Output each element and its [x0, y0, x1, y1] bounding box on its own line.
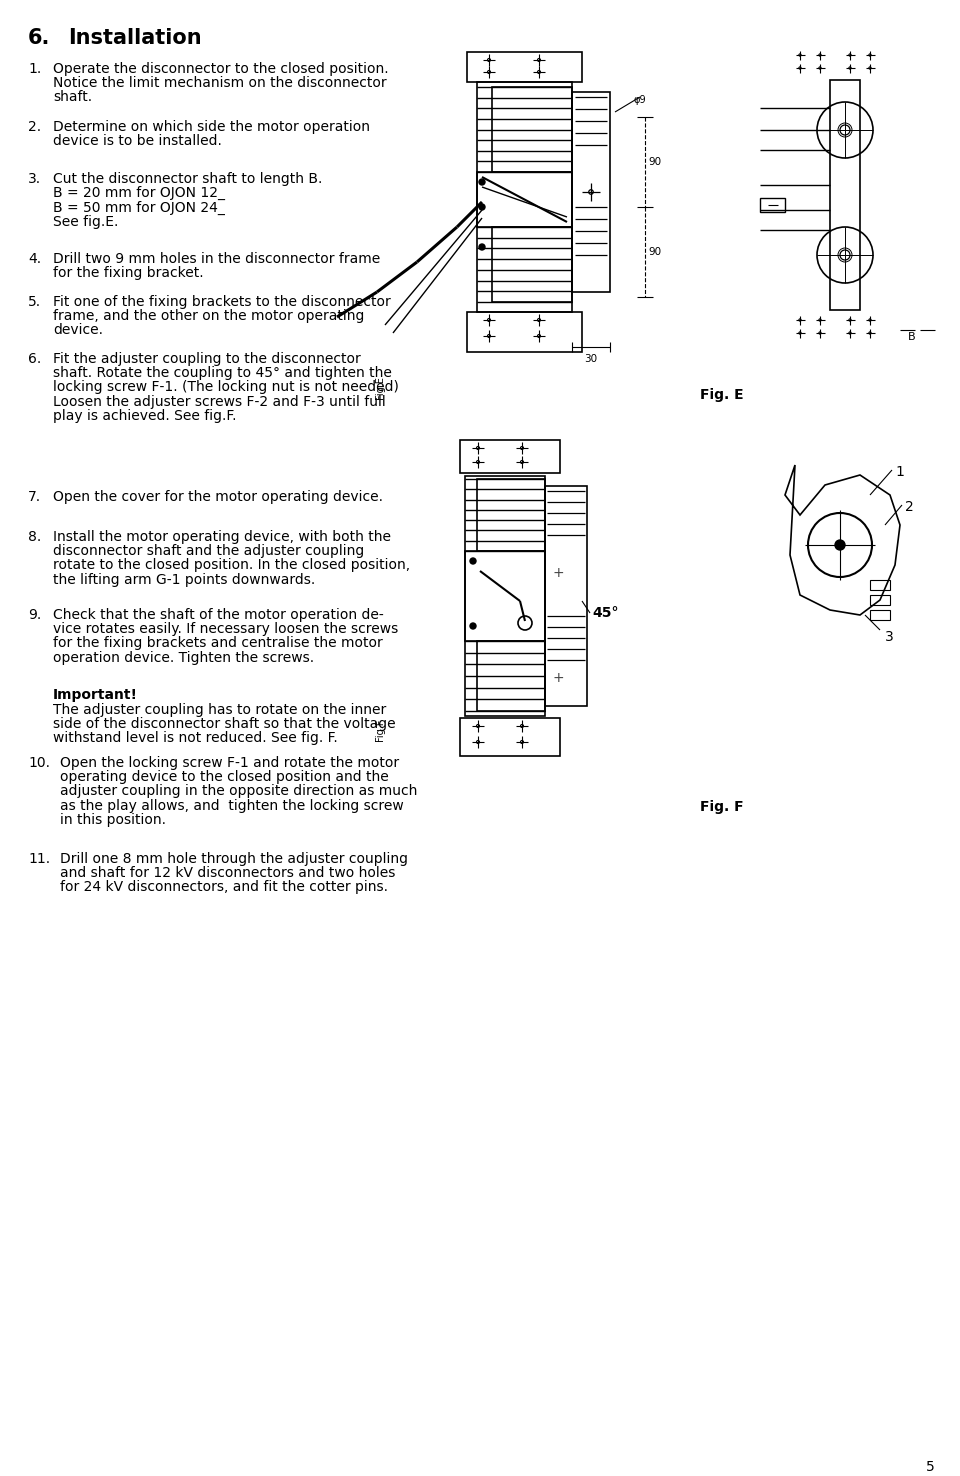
- Bar: [465, 551, 545, 641]
- Bar: [870, 580, 890, 590]
- Text: 5: 5: [926, 1460, 935, 1475]
- Text: 30: 30: [585, 354, 597, 365]
- Bar: [460, 440, 560, 472]
- Text: adjuster coupling in the opposite direction as much: adjuster coupling in the opposite direct…: [60, 784, 418, 799]
- Text: 4.: 4.: [28, 252, 41, 266]
- Text: Fig. E: Fig. E: [700, 388, 744, 401]
- Text: Notice the limit mechanism on the disconnector: Notice the limit mechanism on the discon…: [53, 77, 387, 90]
- Text: shaft. Rotate the coupling to 45° and tighten the: shaft. Rotate the coupling to 45° and ti…: [53, 366, 392, 381]
- Bar: [870, 595, 890, 605]
- Text: Fit the adjuster coupling to the disconnector: Fit the adjuster coupling to the disconn…: [53, 351, 361, 366]
- Text: 45°: 45°: [592, 607, 618, 620]
- Bar: [465, 475, 545, 716]
- Text: Drill one 8 mm hole through the adjuster coupling: Drill one 8 mm hole through the adjuster…: [60, 852, 408, 866]
- Bar: [492, 227, 572, 303]
- Text: 9.: 9.: [28, 608, 41, 621]
- Text: Drill two 9 mm holes in the disconnector frame: Drill two 9 mm holes in the disconnector…: [53, 252, 380, 266]
- Text: 1.: 1.: [28, 62, 41, 75]
- Text: B = 50 mm for OJON 24_: B = 50 mm for OJON 24_: [53, 201, 225, 214]
- Text: Loosen the adjuster screws F-2 and F-3 until full: Loosen the adjuster screws F-2 and F-3 u…: [53, 394, 386, 409]
- Text: shaft.: shaft.: [53, 90, 92, 105]
- Text: 10.: 10.: [28, 756, 50, 770]
- Text: Operate the disconnector to the closed position.: Operate the disconnector to the closed p…: [53, 62, 389, 75]
- Text: Check that the shaft of the motor operation de-: Check that the shaft of the motor operat…: [53, 608, 384, 621]
- Text: for the fixing brackets and centralise the motor: for the fixing brackets and centralise t…: [53, 636, 383, 651]
- Text: side of the disconnector shaft so that the voltage: side of the disconnector shaft so that t…: [53, 717, 396, 731]
- Text: locking screw F-1. (The locking nut is not needed): locking screw F-1. (The locking nut is n…: [53, 381, 398, 394]
- Circle shape: [835, 540, 845, 551]
- Text: +: +: [553, 565, 564, 580]
- Text: Open the cover for the motor operating device.: Open the cover for the motor operating d…: [53, 490, 383, 503]
- Bar: [477, 173, 572, 227]
- Bar: [477, 641, 545, 711]
- Bar: [572, 92, 610, 292]
- Circle shape: [470, 623, 476, 629]
- Text: Cut the disconnector shaft to length B.: Cut the disconnector shaft to length B.: [53, 173, 323, 186]
- Circle shape: [470, 558, 476, 564]
- Text: operating device to the closed position and the: operating device to the closed position …: [60, 770, 389, 784]
- Text: Fig.F: Fig.F: [375, 719, 385, 741]
- Text: for 24 kV disconnectors, and fit the cotter pins.: for 24 kV disconnectors, and fit the cot…: [60, 880, 388, 894]
- Text: Open the locking screw F-1 and rotate the motor: Open the locking screw F-1 and rotate th…: [60, 756, 399, 770]
- Text: disconnector shaft and the adjuster coupling: disconnector shaft and the adjuster coup…: [53, 545, 364, 558]
- Text: 3: 3: [885, 630, 894, 644]
- Text: device is to be installed.: device is to be installed.: [53, 134, 222, 148]
- Text: 1: 1: [895, 465, 904, 480]
- Bar: [760, 198, 785, 213]
- Text: play is achieved. See fig.F.: play is achieved. See fig.F.: [53, 409, 236, 422]
- Text: Fig.E: Fig.E: [375, 376, 385, 400]
- Text: rotate to the closed position. In the closed position,: rotate to the closed position. In the cl…: [53, 558, 410, 573]
- Text: 3.: 3.: [28, 173, 41, 186]
- Text: vice rotates easily. If necessary loosen the screws: vice rotates easily. If necessary loosen…: [53, 623, 398, 636]
- Text: operation device. Tighten the screws.: operation device. Tighten the screws.: [53, 651, 314, 664]
- Text: Fit one of the fixing brackets to the disconnector: Fit one of the fixing brackets to the di…: [53, 295, 391, 308]
- Text: 2: 2: [905, 500, 914, 514]
- Text: as the play allows, and  tighten the locking screw: as the play allows, and tighten the lock…: [60, 799, 404, 813]
- Text: 11.: 11.: [28, 852, 50, 866]
- Text: See fig.E.: See fig.E.: [53, 214, 118, 229]
- Text: 90: 90: [648, 246, 661, 257]
- Text: B = 20 mm for OJON 12_: B = 20 mm for OJON 12_: [53, 186, 225, 201]
- Text: device.: device.: [53, 323, 103, 338]
- Bar: [545, 486, 587, 706]
- Bar: [477, 480, 545, 551]
- Text: φ9: φ9: [633, 94, 646, 105]
- Bar: [477, 83, 572, 311]
- Text: 5.: 5.: [28, 295, 41, 308]
- Text: withstand level is not reduced. See fig. F.: withstand level is not reduced. See fig.…: [53, 732, 338, 745]
- Bar: [492, 87, 572, 173]
- Text: 2.: 2.: [28, 120, 41, 134]
- Text: +: +: [553, 672, 564, 685]
- Text: 8.: 8.: [28, 530, 41, 545]
- Circle shape: [479, 244, 485, 249]
- Bar: [467, 311, 582, 351]
- Text: Important!: Important!: [53, 688, 138, 703]
- Circle shape: [479, 204, 485, 210]
- Text: for the fixing bracket.: for the fixing bracket.: [53, 266, 204, 280]
- Text: and shaft for 12 kV disconnectors and two holes: and shaft for 12 kV disconnectors and tw…: [60, 866, 396, 880]
- Text: in this position.: in this position.: [60, 813, 166, 827]
- Text: Install the motor operating device, with both the: Install the motor operating device, with…: [53, 530, 391, 545]
- Text: B: B: [908, 332, 916, 342]
- Bar: [830, 80, 860, 310]
- Text: Determine on which side the motor operation: Determine on which side the motor operat…: [53, 120, 370, 134]
- Text: Fig. F: Fig. F: [700, 800, 744, 813]
- Text: Installation: Installation: [68, 28, 202, 49]
- Bar: [870, 610, 890, 620]
- Bar: [460, 717, 560, 756]
- Text: 6.: 6.: [28, 28, 50, 49]
- Text: The adjuster coupling has to rotate on the inner: The adjuster coupling has to rotate on t…: [53, 703, 386, 717]
- Circle shape: [479, 179, 485, 184]
- Bar: [467, 52, 582, 83]
- Text: the lifting arm G-1 points downwards.: the lifting arm G-1 points downwards.: [53, 573, 315, 586]
- Text: frame, and the other on the motor operating: frame, and the other on the motor operat…: [53, 308, 365, 323]
- Text: 6.: 6.: [28, 351, 41, 366]
- Text: 90: 90: [648, 156, 661, 167]
- Text: 7.: 7.: [28, 490, 41, 503]
